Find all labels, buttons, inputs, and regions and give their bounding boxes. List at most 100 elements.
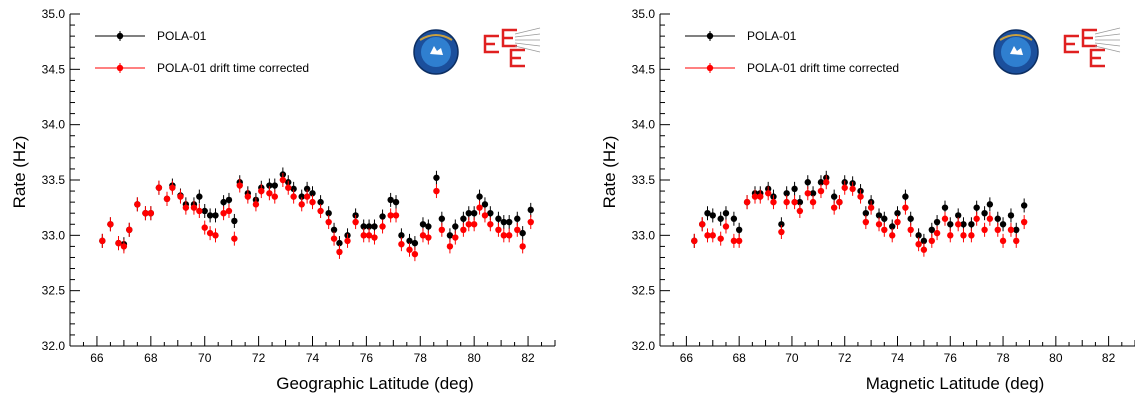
data-point [954, 212, 962, 219]
series-pola-01 [99, 167, 534, 252]
data-point [722, 210, 730, 217]
data-point [730, 215, 738, 222]
data-point [406, 237, 413, 245]
polarquest-logo [993, 29, 1039, 75]
legend: POLA-01 POLA-01 drift time corrected [95, 29, 309, 75]
data-point [392, 212, 400, 219]
data-point [920, 246, 928, 253]
x-tick-label: 82 [1102, 351, 1116, 365]
data-point [717, 215, 724, 222]
legend-label: POLA-01 [747, 29, 797, 43]
polarquest-logo-arc [419, 34, 453, 41]
data-point [881, 226, 888, 233]
data-point [266, 190, 273, 197]
data-point [730, 237, 738, 245]
data-point [1020, 202, 1028, 209]
data-point [317, 198, 324, 206]
data-point [163, 195, 171, 203]
data-point [986, 215, 994, 222]
data-point [336, 239, 343, 247]
data-point [817, 187, 825, 195]
data-point [933, 229, 941, 237]
data-point [823, 179, 830, 186]
data-point [190, 204, 198, 211]
data-point [155, 184, 163, 191]
data-point [379, 213, 386, 220]
data-point [476, 193, 483, 200]
data-point [722, 223, 730, 230]
data-point [425, 234, 432, 241]
data-point [709, 212, 716, 219]
data-point [981, 210, 988, 217]
x-tick-label: 68 [732, 351, 746, 365]
data-point [804, 190, 811, 197]
x-tick-label: 70 [785, 351, 799, 365]
data-point [907, 226, 914, 233]
data-point [258, 187, 265, 195]
data-point [387, 196, 394, 204]
y-tick-label: 33.5 [42, 173, 66, 187]
x-tick-label: 72 [252, 351, 266, 365]
y-tick-label: 35.0 [42, 7, 66, 21]
data-point [500, 232, 508, 239]
data-point [881, 215, 888, 222]
data-point [120, 243, 128, 250]
data-point [134, 201, 141, 208]
y-tick-label: 33.5 [632, 173, 656, 187]
x-axis-title: Geographic Latitude (deg) [276, 374, 474, 393]
data-point [411, 239, 419, 247]
data-point [495, 215, 502, 222]
data-point [902, 193, 909, 200]
data-point [298, 201, 305, 208]
data-point [704, 232, 711, 239]
legend-label: POLA-01 drift time corrected [157, 61, 309, 75]
data-point [709, 232, 716, 239]
data-point [817, 179, 825, 186]
data-point [1013, 226, 1020, 233]
data-point [783, 190, 790, 197]
x-tick-label: 82 [521, 351, 535, 365]
x-tick-label: 74 [891, 351, 905, 365]
data-point [336, 248, 343, 256]
eee-logo-stripe [1094, 42, 1121, 47]
data-point [285, 184, 292, 191]
data-point [371, 234, 378, 241]
data-point [836, 198, 843, 206]
data-point [325, 218, 332, 226]
data-point [505, 232, 513, 239]
eee-logo-e3 [1089, 48, 1105, 68]
data-point [236, 182, 243, 189]
x-tick-label: 80 [1049, 351, 1063, 365]
polarquest-logo [413, 29, 459, 75]
data-point [968, 221, 975, 228]
x-tick-label: 70 [198, 351, 212, 365]
data-point [266, 182, 273, 189]
eee-logo-stripe [514, 45, 541, 53]
data-point [941, 215, 949, 222]
data-point [290, 185, 297, 193]
data-point [809, 198, 817, 206]
y-tick-label: 32.0 [632, 339, 656, 353]
data-point [1013, 237, 1020, 245]
eee-logo-stripe [514, 27, 541, 35]
data-point [379, 223, 386, 230]
data-point [791, 185, 798, 193]
eee-logo-stripe [514, 33, 541, 38]
legend-marker [706, 64, 714, 72]
y-tick-label: 34.5 [42, 62, 66, 76]
data-point [309, 198, 316, 206]
data-point [862, 210, 870, 217]
data-point [928, 237, 936, 245]
data-point [365, 223, 373, 230]
data-point [476, 204, 483, 211]
data-point [941, 204, 949, 211]
data-point [717, 235, 724, 242]
data-point [875, 221, 883, 228]
data-point [894, 210, 901, 217]
data-point [973, 215, 980, 222]
data-point [271, 182, 278, 189]
data-point [770, 198, 777, 206]
data-point [735, 226, 743, 233]
data-point [398, 232, 405, 239]
data-point [500, 218, 508, 226]
